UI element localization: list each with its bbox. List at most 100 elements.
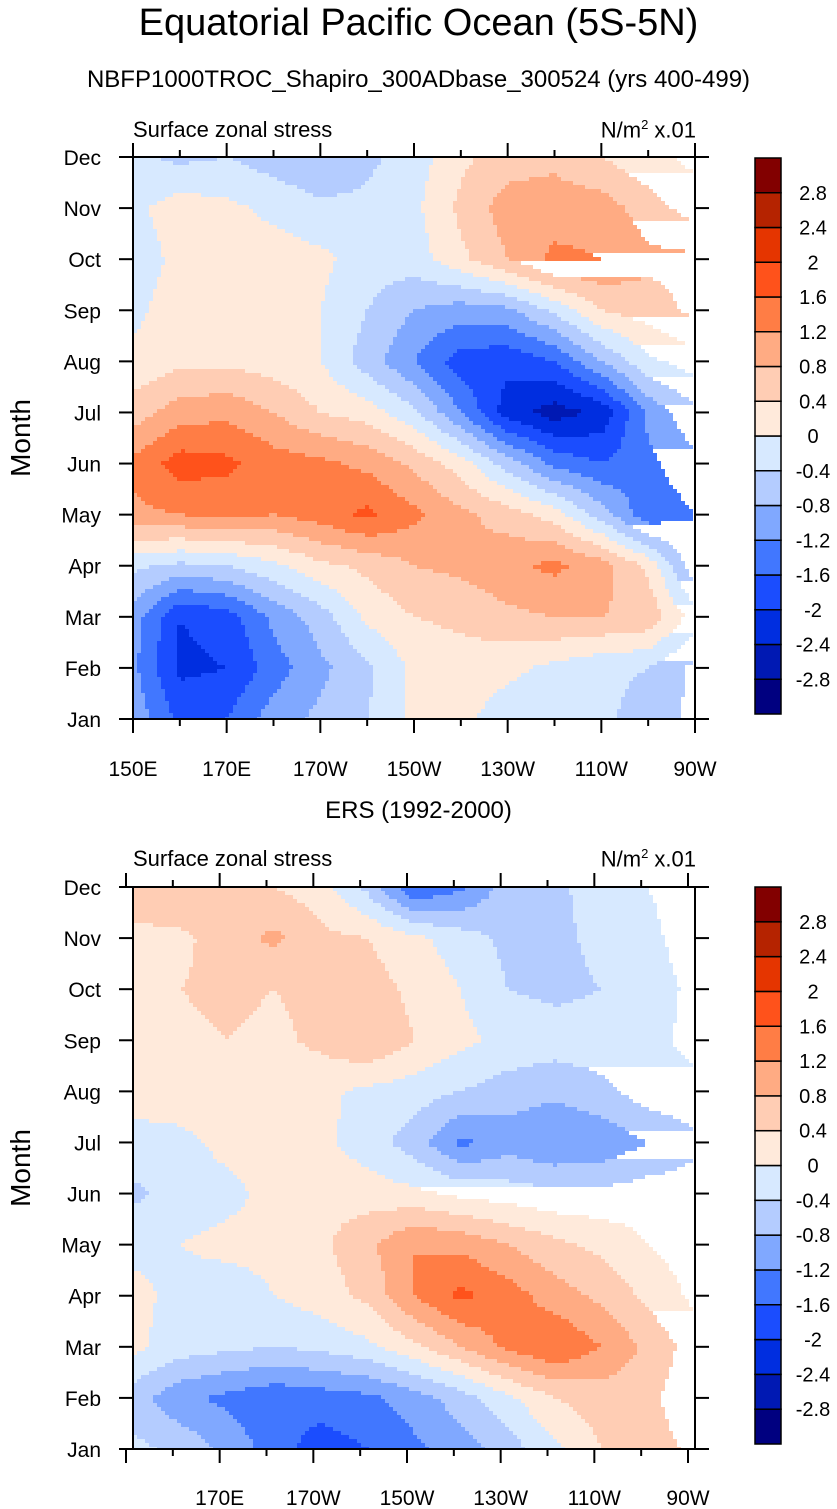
contour-cell [157, 237, 301, 241]
contour-cell [177, 669, 217, 673]
contour-cell [465, 633, 605, 637]
contour-cell [473, 449, 497, 453]
y-tick-label: Jan [67, 709, 101, 732]
contour-cell [241, 1179, 393, 1183]
contour-cell [369, 1167, 433, 1171]
contour-cell [133, 1071, 417, 1075]
contour-cell [489, 891, 569, 895]
contour-cell [133, 525, 185, 529]
colorbar-swatch [754, 678, 782, 715]
contour-cell [169, 1415, 233, 1419]
contour-cell [585, 365, 613, 369]
contour-cell [377, 533, 509, 537]
contour-cell [133, 1315, 153, 1319]
contour-cell [425, 1443, 481, 1447]
contour-cell [361, 653, 397, 657]
contour-cell [377, 955, 441, 959]
contour-cell [649, 545, 673, 549]
contour-cell [505, 385, 565, 389]
contour-cell [133, 1011, 201, 1015]
contour-cell [333, 887, 361, 891]
contour-cell [433, 485, 469, 489]
contour-cell [609, 417, 629, 421]
contour-cell [133, 301, 149, 305]
contour-cell [405, 1075, 493, 1079]
contour-cell [141, 385, 289, 389]
contour-cell [405, 673, 521, 677]
contour-cell [441, 1399, 481, 1403]
contour-cell [269, 441, 353, 445]
contour-cell [393, 1231, 465, 1235]
contour-cell [321, 919, 377, 923]
contour-cell [541, 1231, 637, 1235]
contour-cell [177, 673, 201, 677]
contour-cell [133, 1391, 161, 1395]
contour-cell [517, 285, 553, 289]
contour-cell [141, 641, 157, 645]
contour-cell [549, 477, 593, 481]
contour-cell [225, 1163, 361, 1167]
contour-cell [521, 349, 561, 353]
contour-cell [133, 161, 173, 165]
contour-cell [653, 589, 669, 593]
contour-cell [133, 249, 161, 253]
contour-cell [169, 401, 253, 405]
contour-cell [673, 569, 689, 573]
contour-cell [293, 233, 429, 237]
contour-cell [133, 621, 141, 625]
contour-cell [601, 1303, 645, 1307]
contour-cell [593, 1431, 673, 1435]
contour-cell [513, 1431, 549, 1435]
contour-cell [633, 649, 677, 653]
contour-cell [393, 1299, 421, 1303]
contour-cell [161, 685, 245, 689]
contour-cell [133, 1063, 433, 1067]
contour-cell [133, 177, 277, 181]
contour-cell [329, 609, 357, 613]
contour-cell [501, 393, 581, 397]
contour-cell [145, 501, 409, 505]
contour-cell [537, 337, 569, 341]
contour-cell [617, 385, 637, 389]
contour-cell [465, 1347, 505, 1351]
y-tick-label: Jul [74, 402, 101, 425]
contour-cell [213, 1151, 345, 1155]
y-tick-label: Sep [64, 300, 101, 323]
contour-cell [385, 1275, 413, 1279]
contour-cell [329, 661, 369, 665]
contour-cell [133, 1419, 177, 1423]
contour-cell [457, 1343, 497, 1347]
contour-cell [613, 329, 661, 333]
contour-cell [497, 229, 641, 233]
contour-cell [385, 1319, 417, 1323]
contour-cell [589, 1335, 629, 1339]
y-tick-label: Oct [68, 249, 101, 272]
contour-cell [533, 1371, 617, 1375]
contour-cell [533, 665, 649, 669]
contour-cell [449, 393, 473, 397]
contour-cell [541, 561, 561, 565]
contour-cell [369, 697, 405, 701]
contour-cell [529, 1291, 581, 1295]
contour-cell [133, 297, 153, 301]
contour-cell [133, 553, 237, 557]
contour-cell [489, 1371, 533, 1375]
contour-cell [505, 253, 545, 257]
contour-cell [381, 589, 485, 593]
contour-cell [637, 1351, 673, 1355]
contour-cell [585, 1247, 653, 1251]
contour-cell [465, 1087, 617, 1091]
contour-cell [545, 1267, 613, 1271]
contour-cell [345, 1283, 385, 1287]
contour-cell [421, 1439, 477, 1443]
contour-cell [177, 561, 185, 565]
contour-cell [413, 1283, 517, 1287]
contour-cell [509, 1427, 545, 1431]
contour-cell [133, 337, 321, 341]
contour-cell [449, 1411, 493, 1415]
contour-cell [457, 473, 485, 477]
contour-cell [569, 337, 593, 341]
contour-cell [157, 649, 177, 653]
contour-cell [373, 673, 405, 677]
contour-cell [209, 1443, 253, 1447]
